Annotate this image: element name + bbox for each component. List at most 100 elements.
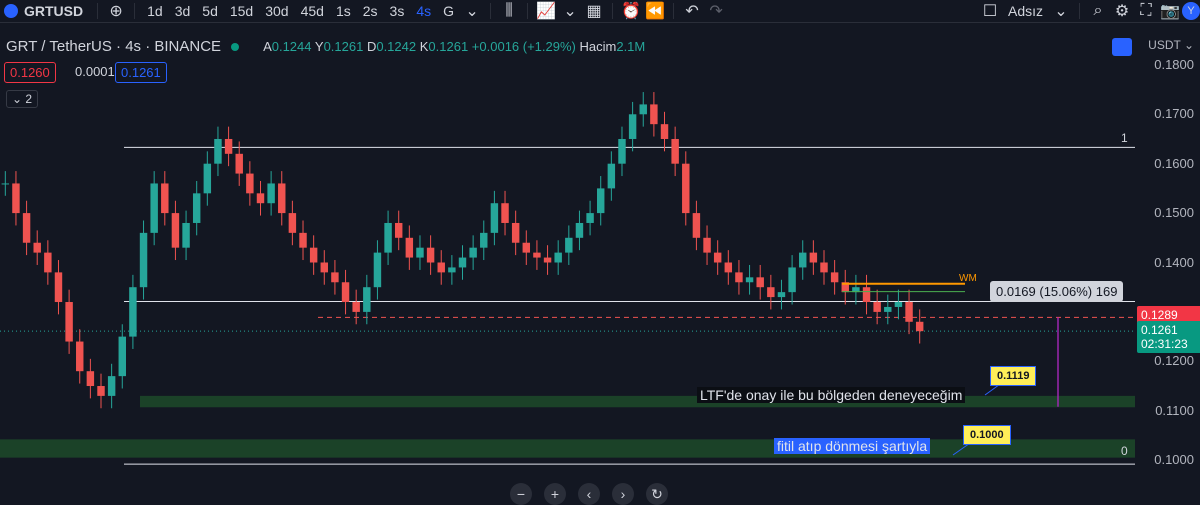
- fullscreen-icon[interactable]: ⛶: [1140, 2, 1152, 19]
- candle-body: [820, 262, 828, 273]
- interval-1d[interactable]: 1d: [147, 3, 163, 19]
- chart-settings-button[interactable]: [1112, 38, 1132, 56]
- zoom-in-icon[interactable]: +: [544, 483, 566, 505]
- candle-body: [809, 252, 818, 263]
- candle-body: [33, 242, 41, 253]
- layout-name[interactable]: Adsız: [1007, 3, 1043, 19]
- templates-icon[interactable]: ▦: [586, 3, 602, 20]
- toolbar-divider: [673, 3, 675, 19]
- candle-body: [543, 257, 552, 263]
- interval-15d[interactable]: 15d: [229, 3, 254, 19]
- measure-label[interactable]: 0.0169 (15.06%) 169: [990, 281, 1124, 302]
- candle-body: [596, 188, 605, 214]
- candle-body: [586, 213, 594, 223]
- candle-body: [246, 173, 254, 194]
- note-text-1[interactable]: LTF'de onay ile bu bölgeden deneyeceğim: [697, 387, 966, 403]
- interval-5d[interactable]: 5d: [202, 3, 218, 19]
- current-price-label: 0.1261 02:31:23: [1137, 321, 1200, 353]
- layout-icon[interactable]: ☐: [982, 3, 998, 20]
- candle-body: [884, 306, 892, 312]
- replay-icon[interactable]: ⏪: [645, 3, 665, 20]
- alert-icon[interactable]: ⏰: [621, 3, 641, 20]
- avatar[interactable]: Y: [1182, 2, 1200, 20]
- candle-body: [394, 222, 403, 238]
- currency-label[interactable]: USDT ⌄: [1148, 38, 1194, 52]
- candle-body: [1, 183, 10, 185]
- line-label-top: 1: [1121, 131, 1128, 145]
- indicators-toggle-button[interactable]: ⌄ 2: [6, 90, 39, 108]
- volume-label: Hacim: [579, 39, 617, 54]
- interval-45d[interactable]: 45d: [300, 3, 324, 19]
- buy-price-button[interactable]: 0.1261: [115, 62, 167, 83]
- search-icon[interactable]: ⌕: [1093, 2, 1103, 19]
- scroll-right-icon[interactable]: ›: [612, 483, 634, 505]
- candle-body: [278, 183, 286, 214]
- candle-body: [501, 203, 509, 223]
- toolbar-divider: [1079, 3, 1080, 19]
- camera-icon[interactable]: 📷: [1160, 3, 1180, 20]
- candle-body: [830, 272, 839, 283]
- candle-body: [448, 267, 456, 273]
- callout-price-2[interactable]: 0.1000: [963, 425, 1011, 445]
- sell-price-button[interactable]: 0.1260: [4, 62, 56, 83]
- symbol-name: GRTUSD: [24, 3, 84, 19]
- scroll-left-icon[interactable]: ‹: [578, 483, 600, 505]
- toolbar-divider: [612, 3, 614, 19]
- interval-2s[interactable]: 2s: [362, 3, 378, 19]
- axis-tick-label: 0.1400: [1154, 254, 1194, 270]
- interval-30d[interactable]: 30d: [265, 3, 289, 19]
- market-open-icon: [231, 42, 240, 51]
- candle-body: [894, 302, 903, 307]
- close-label: K: [419, 39, 429, 54]
- candle-body: [139, 232, 148, 288]
- candle-body: [352, 302, 360, 312]
- toolbar-divider: [97, 3, 99, 19]
- low-value: 0.1242: [376, 39, 417, 54]
- candle-body: [511, 222, 520, 243]
- candle-body: [97, 386, 105, 396]
- candle-body: [756, 277, 764, 288]
- change-value: +0.0016 (+1.29%): [471, 39, 576, 54]
- candle-body: [224, 138, 233, 154]
- candle-body: [713, 252, 722, 263]
- candle-body: [129, 287, 137, 337]
- interval-3s[interactable]: 3s: [389, 3, 405, 19]
- interval-g[interactable]: G: [443, 3, 455, 19]
- candle-body: [214, 138, 222, 164]
- chevron-down-icon[interactable]: ⌄: [563, 3, 577, 20]
- toolbar-divider: [134, 3, 136, 19]
- volume-value: 2.1M: [616, 39, 646, 54]
- zoom-out-icon[interactable]: −: [510, 483, 532, 505]
- interval-3d[interactable]: 3d: [174, 3, 191, 19]
- candle-body: [341, 282, 350, 303]
- undo-icon[interactable]: ↶: [685, 3, 699, 20]
- interval-4s[interactable]: 4s: [416, 3, 432, 19]
- note-text-2[interactable]: fitil atıp dönmesi şartıyla: [774, 438, 931, 454]
- spread-value: 0.0001: [75, 64, 115, 79]
- callout-price-1[interactable]: 0.1119: [990, 366, 1037, 386]
- compare-add-icon[interactable]: ⊕: [109, 3, 123, 20]
- bar-countdown: 02:31:23: [1141, 337, 1188, 351]
- reset-view-icon[interactable]: ↻: [646, 483, 668, 505]
- dashed-level-price-label: 0.1289: [1137, 306, 1200, 324]
- ohlc-values: A0.1244 Y0.1261 D0.1242 K0.1261 +0.0016 …: [263, 39, 645, 54]
- candle-body: [469, 247, 477, 258]
- redo-icon[interactable]: ↷: [709, 3, 723, 20]
- candle-body: [777, 292, 786, 298]
- symbol-logo-icon: [4, 4, 18, 18]
- chevron-down-icon[interactable]: ⌄: [465, 3, 479, 20]
- candle-body: [735, 272, 743, 283]
- candles-icon[interactable]: ⫼: [505, 2, 513, 19]
- symbol-search[interactable]: GRTUSD: [0, 3, 91, 19]
- high-label: Y: [314, 39, 324, 54]
- currency-value: USDT: [1148, 38, 1181, 52]
- gear-icon[interactable]: ⚙: [1114, 3, 1130, 20]
- chevron-down-icon[interactable]: ⌄: [1054, 3, 1068, 20]
- indicators-icon[interactable]: 📈: [536, 3, 556, 20]
- candle-body: [331, 272, 339, 283]
- axis-tick-label: 0.1600: [1154, 155, 1194, 171]
- candle-body: [373, 252, 382, 288]
- interval-1s[interactable]: 1s: [335, 3, 351, 19]
- candle-body: [86, 371, 95, 387]
